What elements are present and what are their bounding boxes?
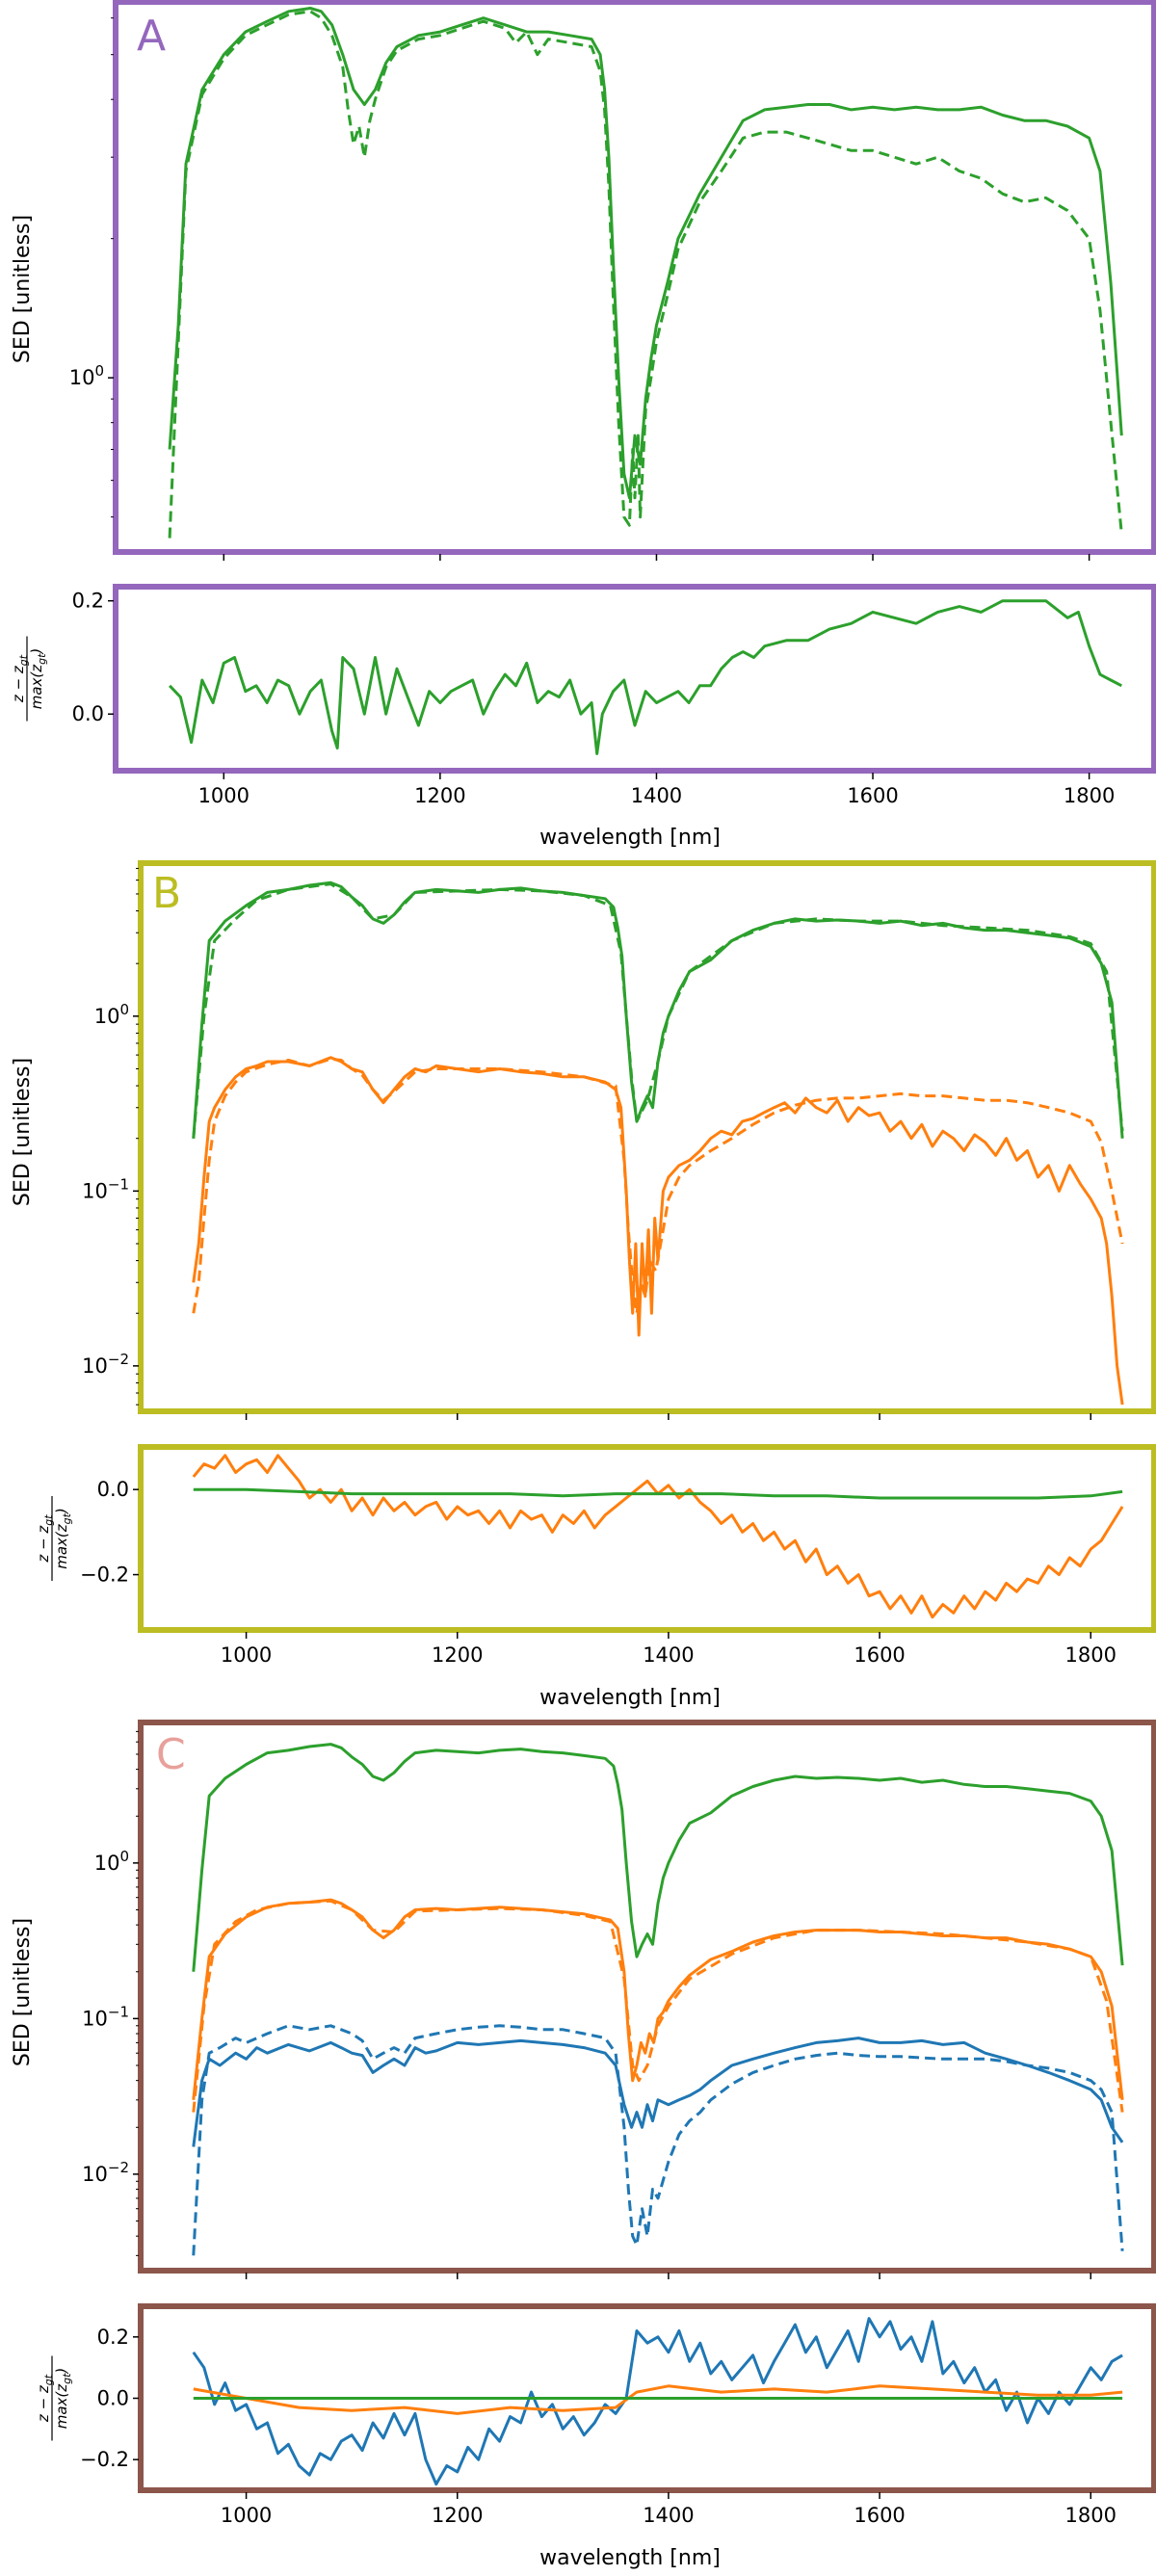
series-line-a-sed-2 <box>168 10 1123 539</box>
series-line-b-sed-2 <box>192 882 1124 1139</box>
residual-ylabel-numerator: z − zgt <box>35 2374 55 2423</box>
plot-area-a-sed <box>168 7 1123 539</box>
panel-a-xlabel: wavelength [nm] <box>539 826 721 850</box>
plot-area-c-residual <box>192 2317 1123 2486</box>
xtick-label-b-residual-2: 1200 <box>432 1643 483 1667</box>
panel-frame-a-residual <box>113 584 1156 774</box>
data-layer <box>168 7 1124 2486</box>
panel-frame-a-sed <box>113 0 1156 555</box>
xtick-label-a-residual-1: 1000 <box>198 784 250 807</box>
series-line-c-sed-1 <box>192 1743 1124 1972</box>
series-line-c-sed-5 <box>192 2024 1124 2256</box>
plot-area-b-sed <box>192 881 1124 1406</box>
ytick-label-b-residual-2: −0.2 <box>80 1564 129 1587</box>
panel-c-sed-ylabel: SED [unitless] <box>11 1918 35 2066</box>
ytick-label-c-sed-3: 10−2 <box>82 2159 129 2186</box>
panel-b-xlabel: wavelength [nm] <box>539 1686 721 1710</box>
xtick-label-b-residual-1: 1000 <box>221 1643 272 1667</box>
xtick-label-a-residual-4: 1600 <box>847 784 898 807</box>
panel-a-letter: A <box>137 12 166 61</box>
xtick-label-c-residual-2: 1200 <box>432 2504 483 2527</box>
xtick-label-c-residual-3: 1400 <box>643 2504 694 2527</box>
xtick-label-c-residual-1: 1000 <box>221 2504 272 2527</box>
series-line-a-residual-1 <box>169 599 1122 755</box>
plot-area-b-residual <box>192 1454 1124 1619</box>
xtick-label-c-residual-5: 1800 <box>1065 2504 1117 2527</box>
plot-area-c-sed <box>192 1743 1124 2256</box>
ytick-label-c-sed-2: 10−1 <box>82 2003 129 2030</box>
ytick-label-a-residual-2: 0.2 <box>72 590 104 613</box>
xtick-label-a-residual-3: 1400 <box>631 784 682 807</box>
ytick-label-b-residual-1: 0.0 <box>97 1478 129 1501</box>
panel-frame-b-residual <box>138 1444 1156 1633</box>
series-line-c-sed-4 <box>192 2037 1124 2147</box>
ytick-label-c-residual-2: 0.0 <box>97 2387 129 2410</box>
panel-frame-c-sed <box>138 1720 1156 2274</box>
series-line-c-sed-3 <box>192 1899 1124 2113</box>
residual-ylabel-numerator: z − zgt <box>10 654 30 703</box>
residual-ylabel-numerator: z − zgt <box>35 1514 55 1564</box>
series-line-a-sed-1 <box>168 7 1123 500</box>
panel-frame-b-sed <box>138 860 1156 1414</box>
xtick-label-a-residual-2: 1200 <box>414 784 465 807</box>
panel-b-letter: B <box>152 869 181 918</box>
xtick-label-b-residual-4: 1600 <box>854 1643 905 1667</box>
xtick-label-a-residual-5: 1800 <box>1064 784 1115 807</box>
text-layer: A B C SED [unitless] SED [unitless] SED … <box>10 12 1117 2570</box>
series-line-b-residual-2 <box>193 1487 1123 1500</box>
plot-area-a-residual <box>169 599 1122 755</box>
series-line-c-residual-2 <box>193 2384 1123 2415</box>
panel-b-sed-ylabel: SED [unitless] <box>11 1058 35 1206</box>
xtick-label-b-residual-3: 1400 <box>643 1643 694 1667</box>
xtick-label-c-residual-4: 1600 <box>854 2504 905 2527</box>
series-line-b-sed-4 <box>192 1057 1124 1315</box>
xtick-label-b-residual-5: 1800 <box>1065 1643 1117 1667</box>
panel-c-letter: C <box>156 1730 186 1779</box>
panel-a-sed-ylabel: SED [unitless] <box>11 215 35 363</box>
frame-layer <box>113 0 1156 2493</box>
ytick-label-c-residual-1: 0.2 <box>97 2326 129 2349</box>
series-line-c-residual-1 <box>192 2317 1123 2486</box>
series-line-b-sed-3 <box>192 1056 1124 1406</box>
panel-c-xlabel: wavelength [nm] <box>539 2546 721 2570</box>
ytick-label-a-residual-1: 0.0 <box>72 702 104 725</box>
ytick-label-c-residual-3: −0.2 <box>80 2448 129 2471</box>
panel-frame-c-residual <box>138 2303 1156 2493</box>
